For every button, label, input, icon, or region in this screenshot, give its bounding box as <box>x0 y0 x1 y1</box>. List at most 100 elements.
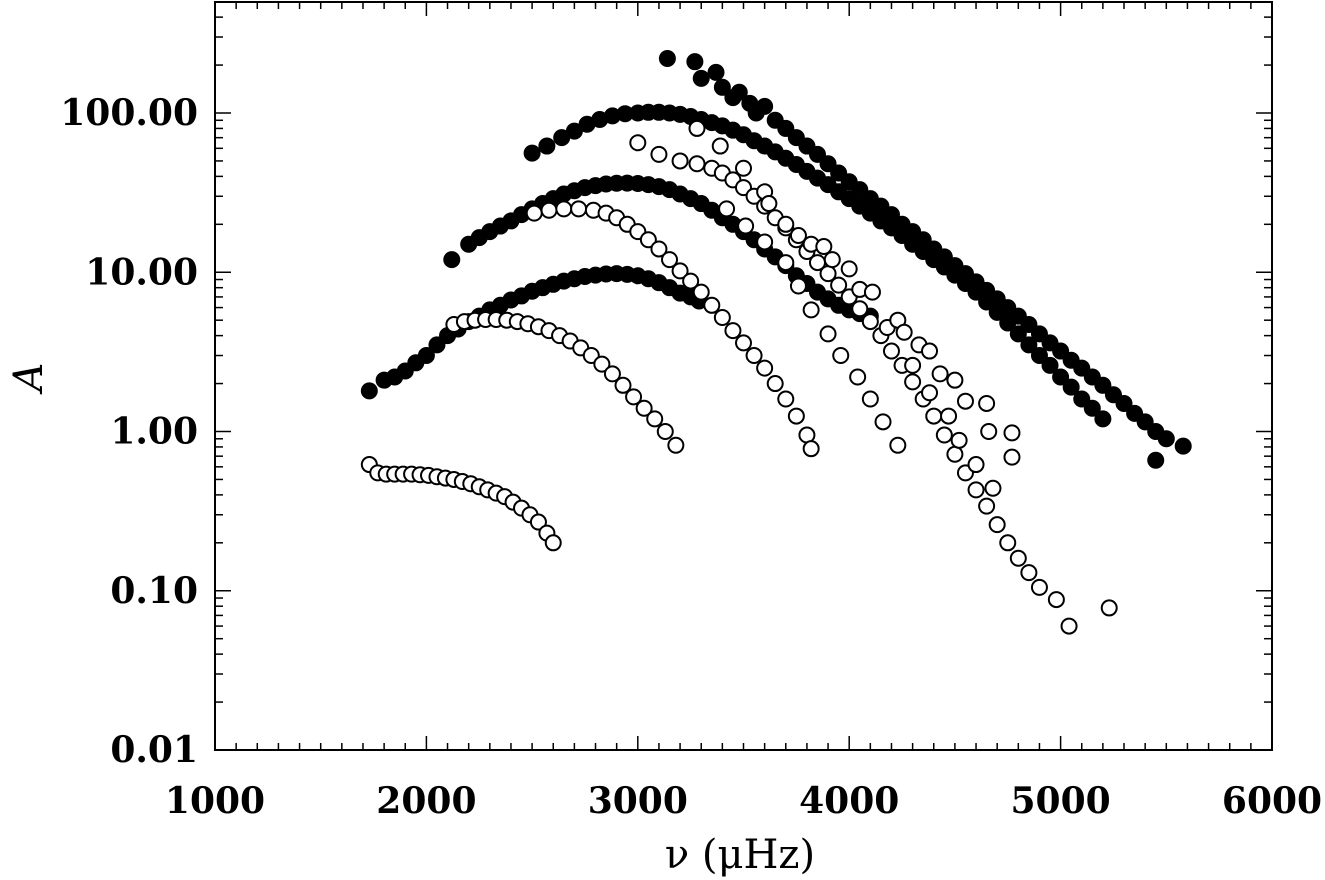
y-tick-label: 0.01 <box>110 729 198 771</box>
open-data-point <box>988 516 1006 534</box>
x-tick-label: 3000 <box>588 780 688 822</box>
open-data-point <box>1003 448 1021 466</box>
open-data-point <box>802 301 820 319</box>
filled-data-point <box>1083 399 1101 417</box>
filled-data-point <box>658 49 676 67</box>
y-tick-label: 10.00 <box>85 251 198 293</box>
open-data-point <box>555 200 573 218</box>
open-data-point <box>682 272 700 290</box>
open-data-point <box>789 227 807 245</box>
open-data-point <box>1100 599 1118 617</box>
plot-frame <box>214 1 1273 751</box>
open-data-point <box>688 119 706 137</box>
open-data-point <box>956 392 974 410</box>
open-data-point <box>661 251 679 269</box>
open-data-point <box>1060 617 1078 635</box>
open-data-point <box>529 513 547 531</box>
filled-data-point <box>1030 347 1048 365</box>
open-data-point <box>639 231 657 249</box>
open-data-point <box>840 260 858 278</box>
filled-data-point <box>1030 325 1048 343</box>
open-data-point <box>718 200 736 218</box>
y-tick-label: 1.00 <box>110 411 198 453</box>
filled-data-point <box>443 251 461 269</box>
open-data-point <box>656 423 674 440</box>
open-data-point <box>787 407 805 425</box>
filled-data-point <box>819 155 837 173</box>
filled-data-point <box>1062 378 1080 396</box>
open-data-point <box>863 283 881 301</box>
filled-data-point <box>360 382 378 400</box>
filled-data-point <box>730 83 748 101</box>
open-data-point <box>735 159 752 177</box>
open-data-point <box>737 217 755 235</box>
filled-data-point <box>1052 342 1070 360</box>
x-axis-label: ν (μHz) <box>665 832 815 878</box>
open-data-point <box>766 375 784 393</box>
filled-data-point <box>1147 451 1165 469</box>
open-data-point <box>904 373 922 391</box>
open-data-point <box>823 251 841 269</box>
filled-data-point <box>1020 336 1038 354</box>
open-data-point <box>904 356 922 374</box>
filled-data-point <box>808 145 826 163</box>
open-data-point <box>735 334 752 352</box>
filled-data-point <box>707 63 725 81</box>
x-tick-label: 1000 <box>165 780 265 822</box>
open-data-point <box>650 240 668 258</box>
open-data-point <box>711 137 729 155</box>
open-data-point <box>671 152 689 170</box>
open-data-point <box>614 376 632 394</box>
filled-data-point <box>914 231 932 249</box>
open-data-point <box>713 308 731 326</box>
x-tick-label: 2000 <box>376 780 476 822</box>
filled-data-point <box>1052 368 1070 386</box>
filled-data-point <box>851 181 869 199</box>
data-points <box>360 49 1192 635</box>
filled-data-point <box>565 122 583 140</box>
axis-tick-labels: 1000 2000 3000 4000 5000 6000 0.01 0.10 1.00 10.0… <box>60 92 1322 822</box>
open-data-point <box>802 440 820 458</box>
open-data-point <box>851 300 869 318</box>
filled-data-point <box>428 336 446 354</box>
open-data-point <box>980 423 998 440</box>
filled-data-point <box>686 53 704 71</box>
open-data-point <box>815 238 833 256</box>
open-data-point <box>940 407 958 425</box>
open-data-point <box>921 384 939 402</box>
filled-data-point <box>1073 359 1091 377</box>
filled-data-point <box>538 137 556 155</box>
filled-data-point <box>1157 430 1175 448</box>
open-data-point <box>1003 424 1021 442</box>
open-data-point <box>756 233 774 251</box>
filled-data-point <box>1009 325 1027 343</box>
open-data-point <box>889 436 907 454</box>
open-data-point <box>570 200 588 218</box>
y-tick-label: 0.10 <box>110 570 198 612</box>
open-data-point <box>1030 578 1048 596</box>
open-data-point <box>544 534 562 552</box>
filled-data-point <box>1136 413 1154 431</box>
filled-data-point <box>777 119 795 137</box>
open-data-point <box>967 456 985 474</box>
open-data-point <box>895 323 913 341</box>
open-data-point <box>688 155 706 173</box>
open-data-point <box>861 313 879 331</box>
open-data-point <box>646 410 664 428</box>
filled-data-point <box>692 69 710 87</box>
open-data-point <box>1009 549 1027 567</box>
open-data-point <box>946 371 964 389</box>
open-data-point <box>921 342 939 360</box>
open-data-point <box>935 426 953 444</box>
open-data-point <box>625 388 643 406</box>
filled-data-point <box>1115 394 1133 412</box>
open-data-point <box>978 497 996 515</box>
filled-data-point <box>1094 410 1112 428</box>
axis-ticks <box>214 2 1273 751</box>
open-data-point <box>967 481 985 499</box>
filled-data-point <box>756 97 774 115</box>
filled-data-point <box>1020 315 1038 333</box>
open-data-point <box>819 325 837 343</box>
x-tick-label: 6000 <box>1222 780 1322 822</box>
